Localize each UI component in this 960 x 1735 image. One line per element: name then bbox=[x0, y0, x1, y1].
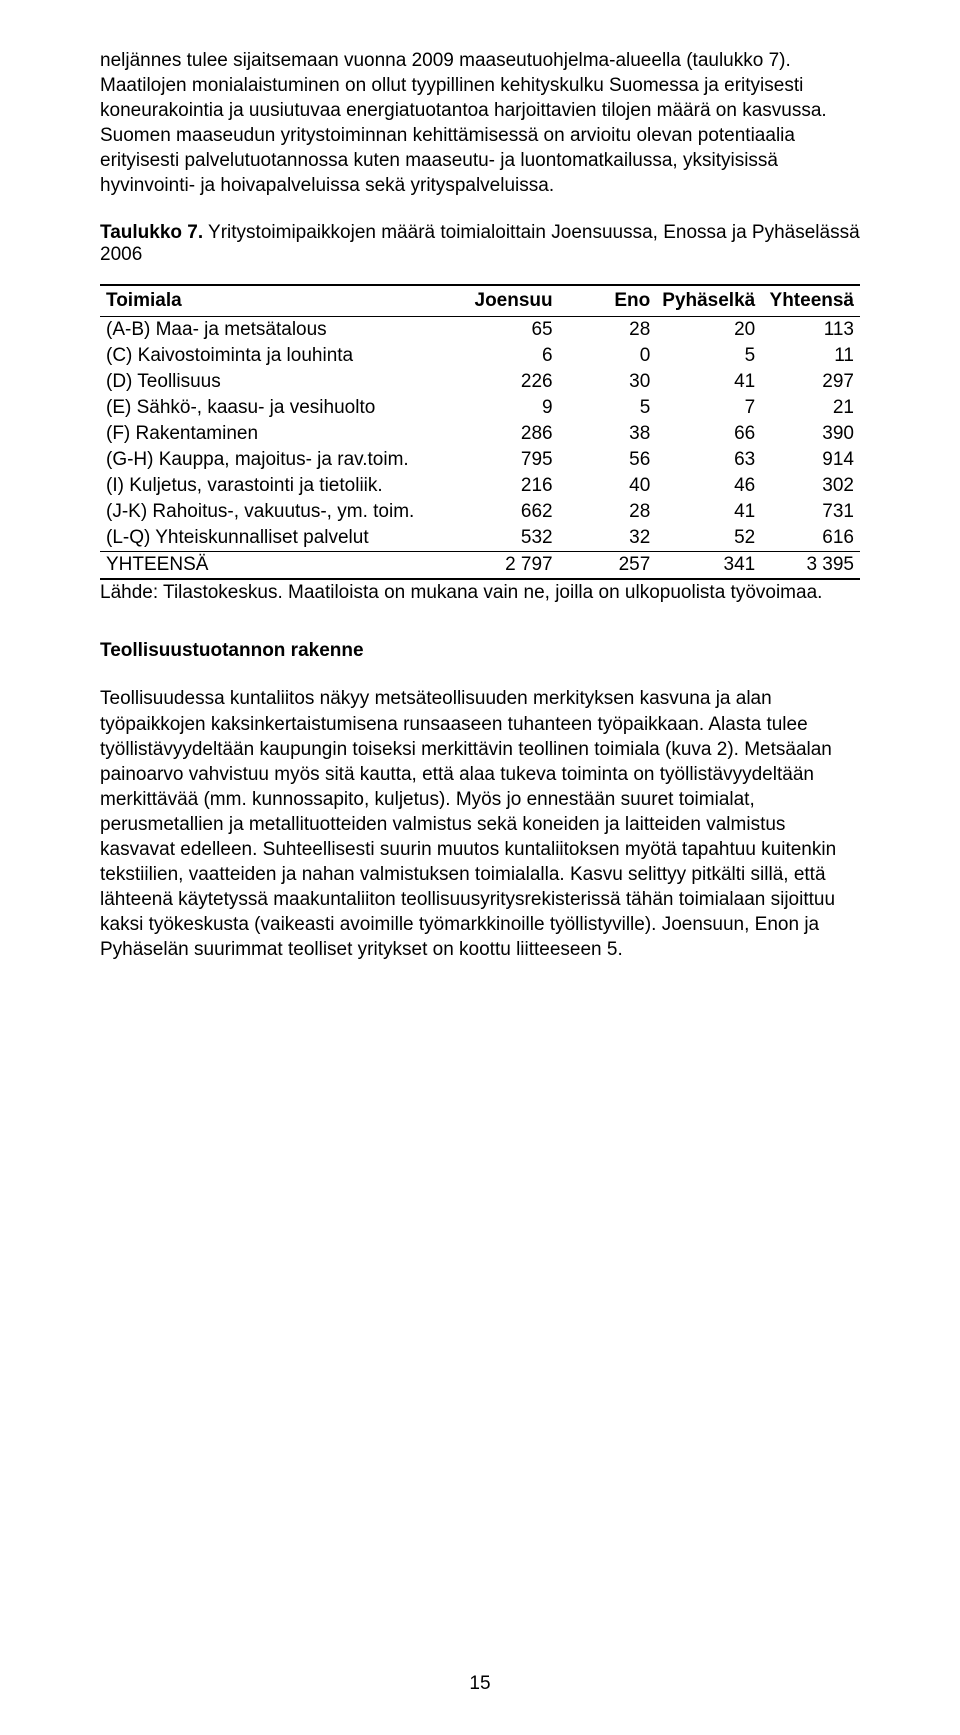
cell: YHTEENSÄ bbox=[100, 552, 460, 580]
paragraph-body: Teollisuudessa kuntaliitos näkyy metsäte… bbox=[100, 686, 860, 962]
cell: 302 bbox=[761, 473, 860, 499]
cell: 341 bbox=[656, 552, 761, 580]
cell: 65 bbox=[460, 317, 559, 344]
cell: 257 bbox=[559, 552, 657, 580]
cell: 7 bbox=[656, 395, 761, 421]
cell: 286 bbox=[460, 421, 559, 447]
cell: 795 bbox=[460, 447, 559, 473]
cell: 9 bbox=[460, 395, 559, 421]
col-header: Toimiala bbox=[100, 285, 460, 317]
table-row: (A-B) Maa- ja metsätalous 65 28 20 113 bbox=[100, 317, 860, 344]
cell: 11 bbox=[761, 343, 860, 369]
cell: (G-H) Kauppa, majoitus- ja rav.toim. bbox=[100, 447, 460, 473]
cell: 532 bbox=[460, 525, 559, 552]
table-row: (I) Kuljetus, varastointi ja tietoliik. … bbox=[100, 473, 860, 499]
table-title: Taulukko 7. Yritystoimipaikkojen määrä t… bbox=[100, 222, 860, 266]
cell: 46 bbox=[656, 473, 761, 499]
cell: 21 bbox=[761, 395, 860, 421]
table-row: (L-Q) Yhteiskunnalliset palvelut 532 32 … bbox=[100, 525, 860, 552]
paragraph-intro: neljännes tulee sijaitsemaan vuonna 2009… bbox=[100, 48, 860, 198]
table-header-row: Toimiala Joensuu Eno Pyhäselkä Yhteensä bbox=[100, 285, 860, 317]
page-number: 15 bbox=[0, 1673, 960, 1695]
table-row: (F) Rakentaminen 286 38 66 390 bbox=[100, 421, 860, 447]
cell: 0 bbox=[559, 343, 657, 369]
cell: 66 bbox=[656, 421, 761, 447]
table-row: (E) Sähkö-, kaasu- ja vesihuolto 9 5 7 2… bbox=[100, 395, 860, 421]
cell: 216 bbox=[460, 473, 559, 499]
table-title-rest: Yritystoimipaikkojen määrä toimialoittai… bbox=[100, 222, 860, 265]
col-header: Eno bbox=[559, 285, 657, 317]
cell: (C) Kaivostoiminta ja louhinta bbox=[100, 343, 460, 369]
table-row: (G-H) Kauppa, majoitus- ja rav.toim. 795… bbox=[100, 447, 860, 473]
cell: 40 bbox=[559, 473, 657, 499]
cell: (L-Q) Yhteiskunnalliset palvelut bbox=[100, 525, 460, 552]
cell: (J-K) Rahoitus-, vakuutus-, ym. toim. bbox=[100, 499, 460, 525]
table-total-row: YHTEENSÄ 2 797 257 341 3 395 bbox=[100, 552, 860, 580]
cell: 28 bbox=[559, 499, 657, 525]
cell: 113 bbox=[761, 317, 860, 344]
cell: (A-B) Maa- ja metsätalous bbox=[100, 317, 460, 344]
cell: 41 bbox=[656, 369, 761, 395]
cell: 914 bbox=[761, 447, 860, 473]
cell: 28 bbox=[559, 317, 657, 344]
cell: 41 bbox=[656, 499, 761, 525]
cell: 2 797 bbox=[460, 552, 559, 580]
cell: 38 bbox=[559, 421, 657, 447]
table-row: (C) Kaivostoiminta ja louhinta 6 0 5 11 bbox=[100, 343, 860, 369]
cell: (D) Teollisuus bbox=[100, 369, 460, 395]
table-row: (J-K) Rahoitus-, vakuutus-, ym. toim. 66… bbox=[100, 499, 860, 525]
cell: 20 bbox=[656, 317, 761, 344]
table-row: (D) Teollisuus 226 30 41 297 bbox=[100, 369, 860, 395]
cell: 297 bbox=[761, 369, 860, 395]
cell: (E) Sähkö-, kaasu- ja vesihuolto bbox=[100, 395, 460, 421]
cell: 731 bbox=[761, 499, 860, 525]
cell: (F) Rakentaminen bbox=[100, 421, 460, 447]
col-header: Pyhäselkä bbox=[656, 285, 761, 317]
cell: 226 bbox=[460, 369, 559, 395]
industry-table: Toimiala Joensuu Eno Pyhäselkä Yhteensä … bbox=[100, 284, 860, 580]
cell: 616 bbox=[761, 525, 860, 552]
cell: 5 bbox=[559, 395, 657, 421]
col-header: Yhteensä bbox=[761, 285, 860, 317]
cell: 30 bbox=[559, 369, 657, 395]
table-source-note: Lähde: Tilastokeskus. Maatiloista on muk… bbox=[100, 582, 860, 604]
cell: 56 bbox=[559, 447, 657, 473]
cell: 32 bbox=[559, 525, 657, 552]
cell: 6 bbox=[460, 343, 559, 369]
cell: 390 bbox=[761, 421, 860, 447]
table-title-prefix: Taulukko 7. bbox=[100, 222, 203, 243]
section-heading: Teollisuustuotannon rakenne bbox=[100, 640, 860, 662]
cell: (I) Kuljetus, varastointi ja tietoliik. bbox=[100, 473, 460, 499]
col-header: Joensuu bbox=[460, 285, 559, 317]
cell: 52 bbox=[656, 525, 761, 552]
cell: 63 bbox=[656, 447, 761, 473]
cell: 3 395 bbox=[761, 552, 860, 580]
cell: 662 bbox=[460, 499, 559, 525]
cell: 5 bbox=[656, 343, 761, 369]
